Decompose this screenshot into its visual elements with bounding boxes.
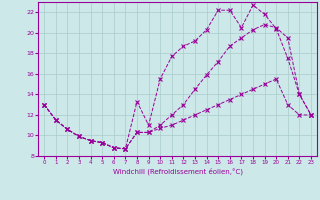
X-axis label: Windchill (Refroidissement éolien,°C): Windchill (Refroidissement éolien,°C): [113, 168, 243, 175]
